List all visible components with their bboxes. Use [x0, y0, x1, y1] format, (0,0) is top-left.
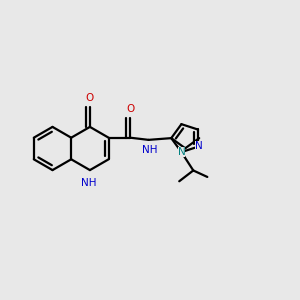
Text: O: O: [86, 93, 94, 103]
Text: N: N: [178, 147, 185, 157]
Text: N: N: [196, 141, 203, 151]
Text: NH: NH: [142, 145, 157, 155]
Text: O: O: [126, 104, 134, 114]
Text: NH: NH: [81, 178, 96, 188]
